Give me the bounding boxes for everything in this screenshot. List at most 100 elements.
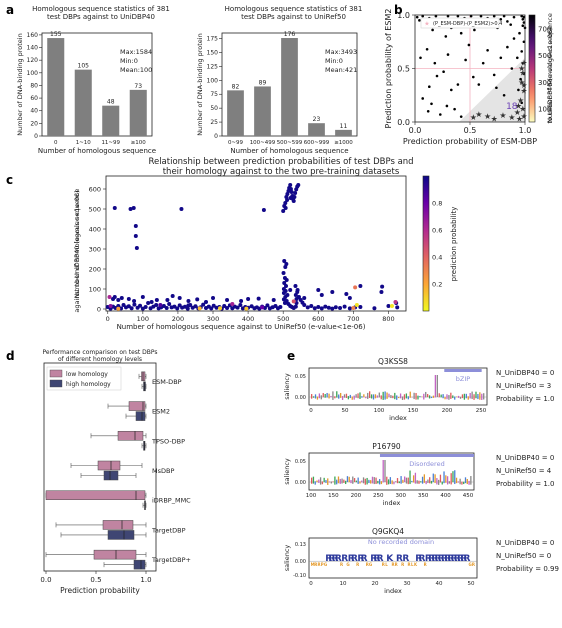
sequence-letter: R xyxy=(370,554,377,564)
star-marker: ★ xyxy=(519,105,526,114)
legend-box xyxy=(46,366,122,391)
saliency-bar xyxy=(388,393,390,398)
saliency-bar xyxy=(326,392,328,398)
data-point xyxy=(518,31,521,35)
data-point xyxy=(119,296,124,300)
data-point xyxy=(293,191,298,195)
data-point xyxy=(330,306,335,311)
saliency-bar xyxy=(369,391,371,398)
saliency-bar xyxy=(403,394,406,400)
sequence-letter: M xyxy=(311,562,315,567)
data-point xyxy=(185,306,190,311)
data-point xyxy=(132,299,137,303)
sequence-letter: R xyxy=(391,562,394,567)
x-tick-label: 10 xyxy=(340,581,347,587)
saliency-bar xyxy=(311,394,313,399)
saliency-bar xyxy=(343,479,345,483)
data-point xyxy=(281,209,286,213)
panel-label-e: e xyxy=(287,349,295,363)
x-tick-label: 50 xyxy=(468,581,475,587)
domain-bar xyxy=(444,369,482,372)
data-point xyxy=(282,281,287,285)
y-tick-label: -0.10 xyxy=(293,573,306,579)
saliency-bar xyxy=(330,481,332,484)
star-marker: ★ xyxy=(515,101,522,110)
data-point xyxy=(425,47,429,51)
saliency-bar xyxy=(440,394,442,398)
x-tick-label: 250 xyxy=(476,408,487,414)
sequence-letter: R xyxy=(415,554,422,564)
y-tick-label: 175 xyxy=(207,36,219,43)
info-text: N_UniRef50 = 0 xyxy=(496,552,551,560)
info-text: Probability = 1.0 xyxy=(496,395,554,403)
y-axis-label: against to UniDBP40 (e-value<1e-06) xyxy=(73,190,81,312)
info-text: N_UniRef50 = 3 xyxy=(496,382,551,390)
y-tick-label: 500 xyxy=(89,206,101,214)
saliency-bar xyxy=(322,393,324,398)
legend-star-icon: ★ xyxy=(424,21,429,28)
saliency-bar xyxy=(395,481,397,483)
saliency-bar xyxy=(427,394,429,398)
data-point xyxy=(112,295,117,299)
colorbar-label: to UniDBP40 (e-value<1e-06) xyxy=(546,27,554,123)
data-point xyxy=(430,102,433,106)
x-tick-label: 200 xyxy=(172,315,184,323)
saliency-bar xyxy=(459,478,461,485)
y-tick-label: 0 xyxy=(214,133,218,140)
data-point xyxy=(146,301,151,305)
data-point xyxy=(249,304,254,309)
sequence-letter: R xyxy=(328,554,335,564)
saliency-bar xyxy=(438,479,440,485)
x-tick-label: 350 xyxy=(418,493,429,499)
sequence-letter: R xyxy=(424,562,427,567)
subplot-title: Q9GKQ4 xyxy=(372,527,404,536)
data-point xyxy=(419,56,422,60)
saliency-bar xyxy=(411,480,413,483)
saliency-bar xyxy=(332,481,334,483)
chart-title: their homology against to the two pre-tr… xyxy=(163,167,400,177)
colorbar-tick-label: 0.4 xyxy=(432,254,442,262)
saliency-bar xyxy=(452,395,454,399)
domain-bar xyxy=(379,454,474,457)
sequence-letter: R xyxy=(341,554,348,564)
saliency-bar xyxy=(391,480,393,485)
sequence-letter: R xyxy=(463,554,470,564)
chart-title: Relationship between prediction probabil… xyxy=(148,157,413,167)
saliency-bar xyxy=(347,396,350,400)
data-point xyxy=(293,304,298,309)
data-point xyxy=(246,297,251,301)
saliency-bar xyxy=(423,474,425,483)
data-point xyxy=(283,201,288,205)
saliency-bar xyxy=(370,480,372,484)
box xyxy=(107,530,135,540)
y-axis-label: saliency xyxy=(283,373,291,400)
data-point xyxy=(164,306,169,310)
colorbar-tick-label: 300 xyxy=(538,79,551,87)
saliency-bar xyxy=(362,477,365,484)
data-point xyxy=(479,14,483,18)
data-point xyxy=(225,298,230,302)
saliency-bar xyxy=(481,393,483,400)
box xyxy=(117,431,144,441)
x-tick-label: 700 xyxy=(347,315,359,323)
saliency-bar xyxy=(334,396,336,399)
saliency-bar xyxy=(359,481,361,484)
x-tick-label: 450 xyxy=(463,493,474,499)
saliency-bar xyxy=(378,392,380,398)
x-tick-label: 250 xyxy=(373,493,384,499)
data-point xyxy=(186,303,191,308)
x-tick-label: 1.0 xyxy=(519,126,532,135)
data-point xyxy=(288,196,293,200)
saliency-bar xyxy=(376,395,379,398)
sequence-letter: R xyxy=(425,554,432,564)
data-point xyxy=(393,300,398,304)
saliency-bar xyxy=(340,392,342,398)
bar-value-label: 176 xyxy=(284,31,296,38)
data-point xyxy=(372,306,377,311)
saliency-bar xyxy=(398,396,400,399)
sequence-letter: R xyxy=(377,554,384,564)
x-tick-label: 500 xyxy=(277,315,289,323)
y-tick-label: 50 xyxy=(210,105,218,112)
x-tick-label: 40 xyxy=(436,581,443,587)
info-text: Probability = 1.0 xyxy=(496,480,554,488)
